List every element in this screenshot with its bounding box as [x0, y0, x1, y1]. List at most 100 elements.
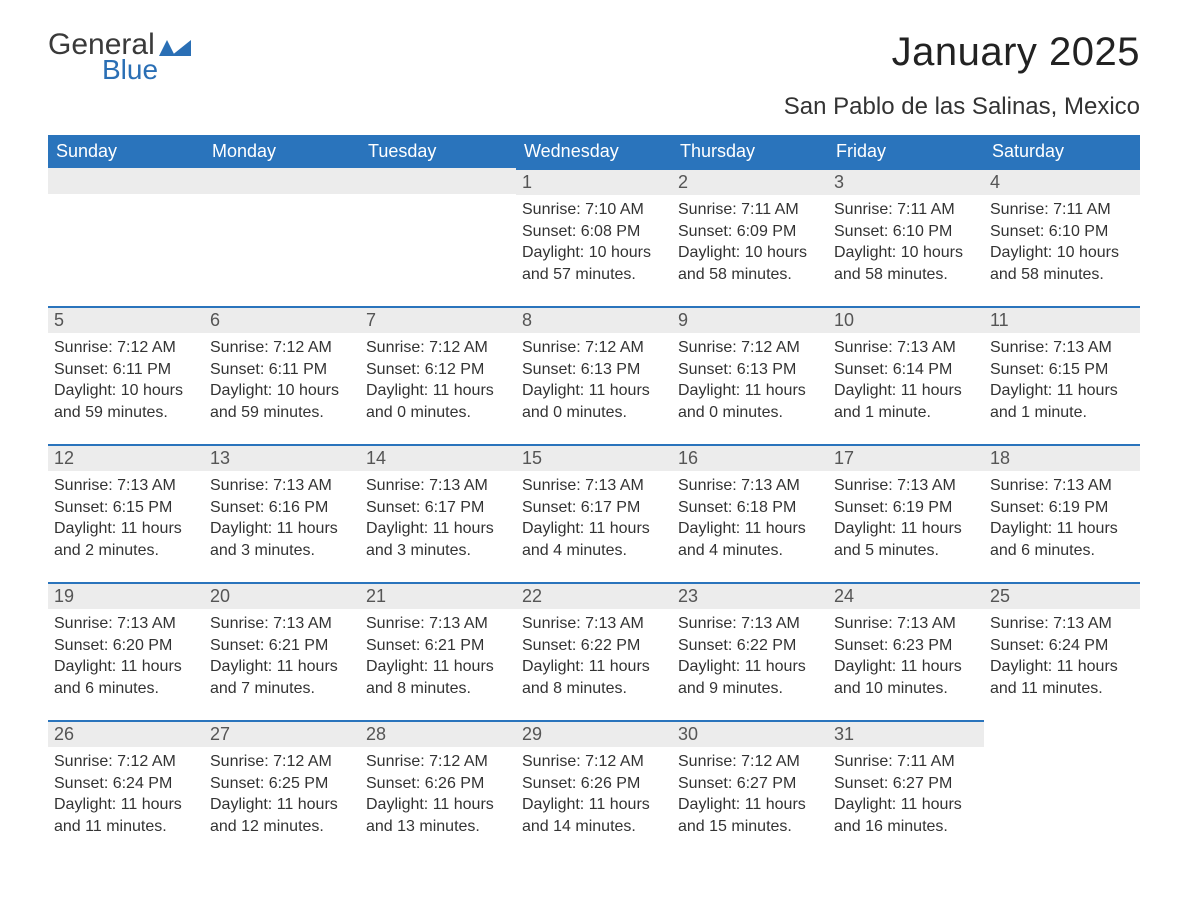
sunset-text: Sunset: 6:10 PM [990, 221, 1134, 243]
daylight-text: Daylight: 11 hours [678, 380, 822, 402]
daylight-text: Daylight: 10 hours [990, 242, 1134, 264]
daylight-text: Daylight: 11 hours [210, 794, 354, 816]
calendar-cell: 1Sunrise: 7:10 AMSunset: 6:08 PMDaylight… [516, 168, 672, 306]
page-title: January 2025 [784, 30, 1140, 75]
sunset-text: Sunset: 6:27 PM [834, 773, 978, 795]
daylight-text: Daylight: 11 hours [522, 794, 666, 816]
day-number: 25 [984, 582, 1140, 609]
day-number: 24 [828, 582, 984, 609]
day-details: Sunrise: 7:13 AMSunset: 6:24 PMDaylight:… [984, 609, 1140, 705]
calendar-cell: 13Sunrise: 7:13 AMSunset: 6:16 PMDayligh… [204, 444, 360, 582]
day-details: Sunrise: 7:13 AMSunset: 6:17 PMDaylight:… [360, 471, 516, 567]
daylight-text: Daylight: 11 hours [522, 518, 666, 540]
daylight-text: Daylight: 11 hours [990, 380, 1134, 402]
sunset-text: Sunset: 6:19 PM [834, 497, 978, 519]
calendar-cell: 2Sunrise: 7:11 AMSunset: 6:09 PMDaylight… [672, 168, 828, 306]
sunset-text: Sunset: 6:18 PM [678, 497, 822, 519]
daylight-text: Daylight: 11 hours [54, 656, 198, 678]
day-number: 5 [48, 306, 204, 333]
day-details: Sunrise: 7:12 AMSunset: 6:13 PMDaylight:… [516, 333, 672, 429]
sunset-text: Sunset: 6:24 PM [54, 773, 198, 795]
daylight-text: Daylight: 11 hours [990, 656, 1134, 678]
weekday-header: Thursday [672, 135, 828, 168]
calendar-table: Sunday Monday Tuesday Wednesday Thursday… [48, 135, 1140, 858]
day-number: 1 [516, 168, 672, 195]
calendar-cell: 11Sunrise: 7:13 AMSunset: 6:15 PMDayligh… [984, 306, 1140, 444]
daylight-text: Daylight: 11 hours [366, 518, 510, 540]
daylight-text: Daylight: 11 hours [54, 794, 198, 816]
daylight-text: Daylight: 10 hours [210, 380, 354, 402]
sunset-text: Sunset: 6:14 PM [834, 359, 978, 381]
calendar-cell: 23Sunrise: 7:13 AMSunset: 6:22 PMDayligh… [672, 582, 828, 720]
sunset-text: Sunset: 6:27 PM [678, 773, 822, 795]
sunrise-text: Sunrise: 7:13 AM [54, 613, 198, 635]
calendar-cell: 4Sunrise: 7:11 AMSunset: 6:10 PMDaylight… [984, 168, 1140, 306]
daylight-text: Daylight: 10 hours [678, 242, 822, 264]
daylight-text: and 5 minutes. [834, 540, 978, 562]
sunset-text: Sunset: 6:26 PM [366, 773, 510, 795]
sunset-text: Sunset: 6:13 PM [522, 359, 666, 381]
sunset-text: Sunset: 6:20 PM [54, 635, 198, 657]
calendar-cell: 7Sunrise: 7:12 AMSunset: 6:12 PMDaylight… [360, 306, 516, 444]
sunset-text: Sunset: 6:09 PM [678, 221, 822, 243]
daylight-text: and 59 minutes. [54, 402, 198, 424]
daylight-text: and 15 minutes. [678, 816, 822, 838]
calendar-cell: 26Sunrise: 7:12 AMSunset: 6:24 PMDayligh… [48, 720, 204, 858]
daylight-text: and 8 minutes. [522, 678, 666, 700]
day-number: 16 [672, 444, 828, 471]
calendar-cell: 10Sunrise: 7:13 AMSunset: 6:14 PMDayligh… [828, 306, 984, 444]
sunset-text: Sunset: 6:21 PM [366, 635, 510, 657]
calendar-cell: 16Sunrise: 7:13 AMSunset: 6:18 PMDayligh… [672, 444, 828, 582]
calendar-cell [984, 720, 1140, 858]
daylight-text: Daylight: 11 hours [834, 794, 978, 816]
day-details: Sunrise: 7:13 AMSunset: 6:19 PMDaylight:… [984, 471, 1140, 567]
daylight-text: and 4 minutes. [522, 540, 666, 562]
sunrise-text: Sunrise: 7:13 AM [834, 337, 978, 359]
day-number: 6 [204, 306, 360, 333]
daylight-text: and 4 minutes. [678, 540, 822, 562]
day-details: Sunrise: 7:12 AMSunset: 6:24 PMDaylight:… [48, 747, 204, 843]
daylight-text: and 1 minute. [834, 402, 978, 424]
day-details: Sunrise: 7:12 AMSunset: 6:25 PMDaylight:… [204, 747, 360, 843]
daylight-text: Daylight: 11 hours [366, 794, 510, 816]
calendar-cell: 20Sunrise: 7:13 AMSunset: 6:21 PMDayligh… [204, 582, 360, 720]
sunset-text: Sunset: 6:15 PM [990, 359, 1134, 381]
day-details: Sunrise: 7:13 AMSunset: 6:21 PMDaylight:… [360, 609, 516, 705]
calendar-week-row: 26Sunrise: 7:12 AMSunset: 6:24 PMDayligh… [48, 720, 1140, 858]
daylight-text: and 0 minutes. [678, 402, 822, 424]
day-details: Sunrise: 7:13 AMSunset: 6:23 PMDaylight:… [828, 609, 984, 705]
daylight-text: and 10 minutes. [834, 678, 978, 700]
logo-flag-icon [159, 34, 191, 56]
day-number: 18 [984, 444, 1140, 471]
daylight-text: Daylight: 10 hours [522, 242, 666, 264]
sunrise-text: Sunrise: 7:12 AM [366, 751, 510, 773]
sunrise-text: Sunrise: 7:12 AM [54, 751, 198, 773]
daylight-text: and 6 minutes. [990, 540, 1134, 562]
day-details: Sunrise: 7:10 AMSunset: 6:08 PMDaylight:… [516, 195, 672, 291]
calendar-cell: 15Sunrise: 7:13 AMSunset: 6:17 PMDayligh… [516, 444, 672, 582]
day-details: Sunrise: 7:13 AMSunset: 6:22 PMDaylight:… [672, 609, 828, 705]
sunrise-text: Sunrise: 7:12 AM [210, 337, 354, 359]
daylight-text: Daylight: 11 hours [678, 518, 822, 540]
sunrise-text: Sunrise: 7:13 AM [834, 475, 978, 497]
calendar-cell: 22Sunrise: 7:13 AMSunset: 6:22 PMDayligh… [516, 582, 672, 720]
calendar-cell: 14Sunrise: 7:13 AMSunset: 6:17 PMDayligh… [360, 444, 516, 582]
day-number: 7 [360, 306, 516, 333]
calendar-cell: 30Sunrise: 7:12 AMSunset: 6:27 PMDayligh… [672, 720, 828, 858]
sunrise-text: Sunrise: 7:12 AM [678, 337, 822, 359]
day-details: Sunrise: 7:11 AMSunset: 6:10 PMDaylight:… [984, 195, 1140, 291]
daylight-text: Daylight: 11 hours [522, 380, 666, 402]
sunrise-text: Sunrise: 7:12 AM [678, 751, 822, 773]
sunrise-text: Sunrise: 7:11 AM [990, 199, 1134, 221]
day-number: 9 [672, 306, 828, 333]
calendar-week-row: 5Sunrise: 7:12 AMSunset: 6:11 PMDaylight… [48, 306, 1140, 444]
calendar-cell: 21Sunrise: 7:13 AMSunset: 6:21 PMDayligh… [360, 582, 516, 720]
day-number: 20 [204, 582, 360, 609]
sunrise-text: Sunrise: 7:11 AM [834, 751, 978, 773]
logo: General Blue [48, 30, 191, 84]
calendar-week-row: 19Sunrise: 7:13 AMSunset: 6:20 PMDayligh… [48, 582, 1140, 720]
sunset-text: Sunset: 6:22 PM [678, 635, 822, 657]
calendar-cell: 25Sunrise: 7:13 AMSunset: 6:24 PMDayligh… [984, 582, 1140, 720]
sunrise-text: Sunrise: 7:11 AM [834, 199, 978, 221]
empty-day-head [204, 168, 360, 194]
